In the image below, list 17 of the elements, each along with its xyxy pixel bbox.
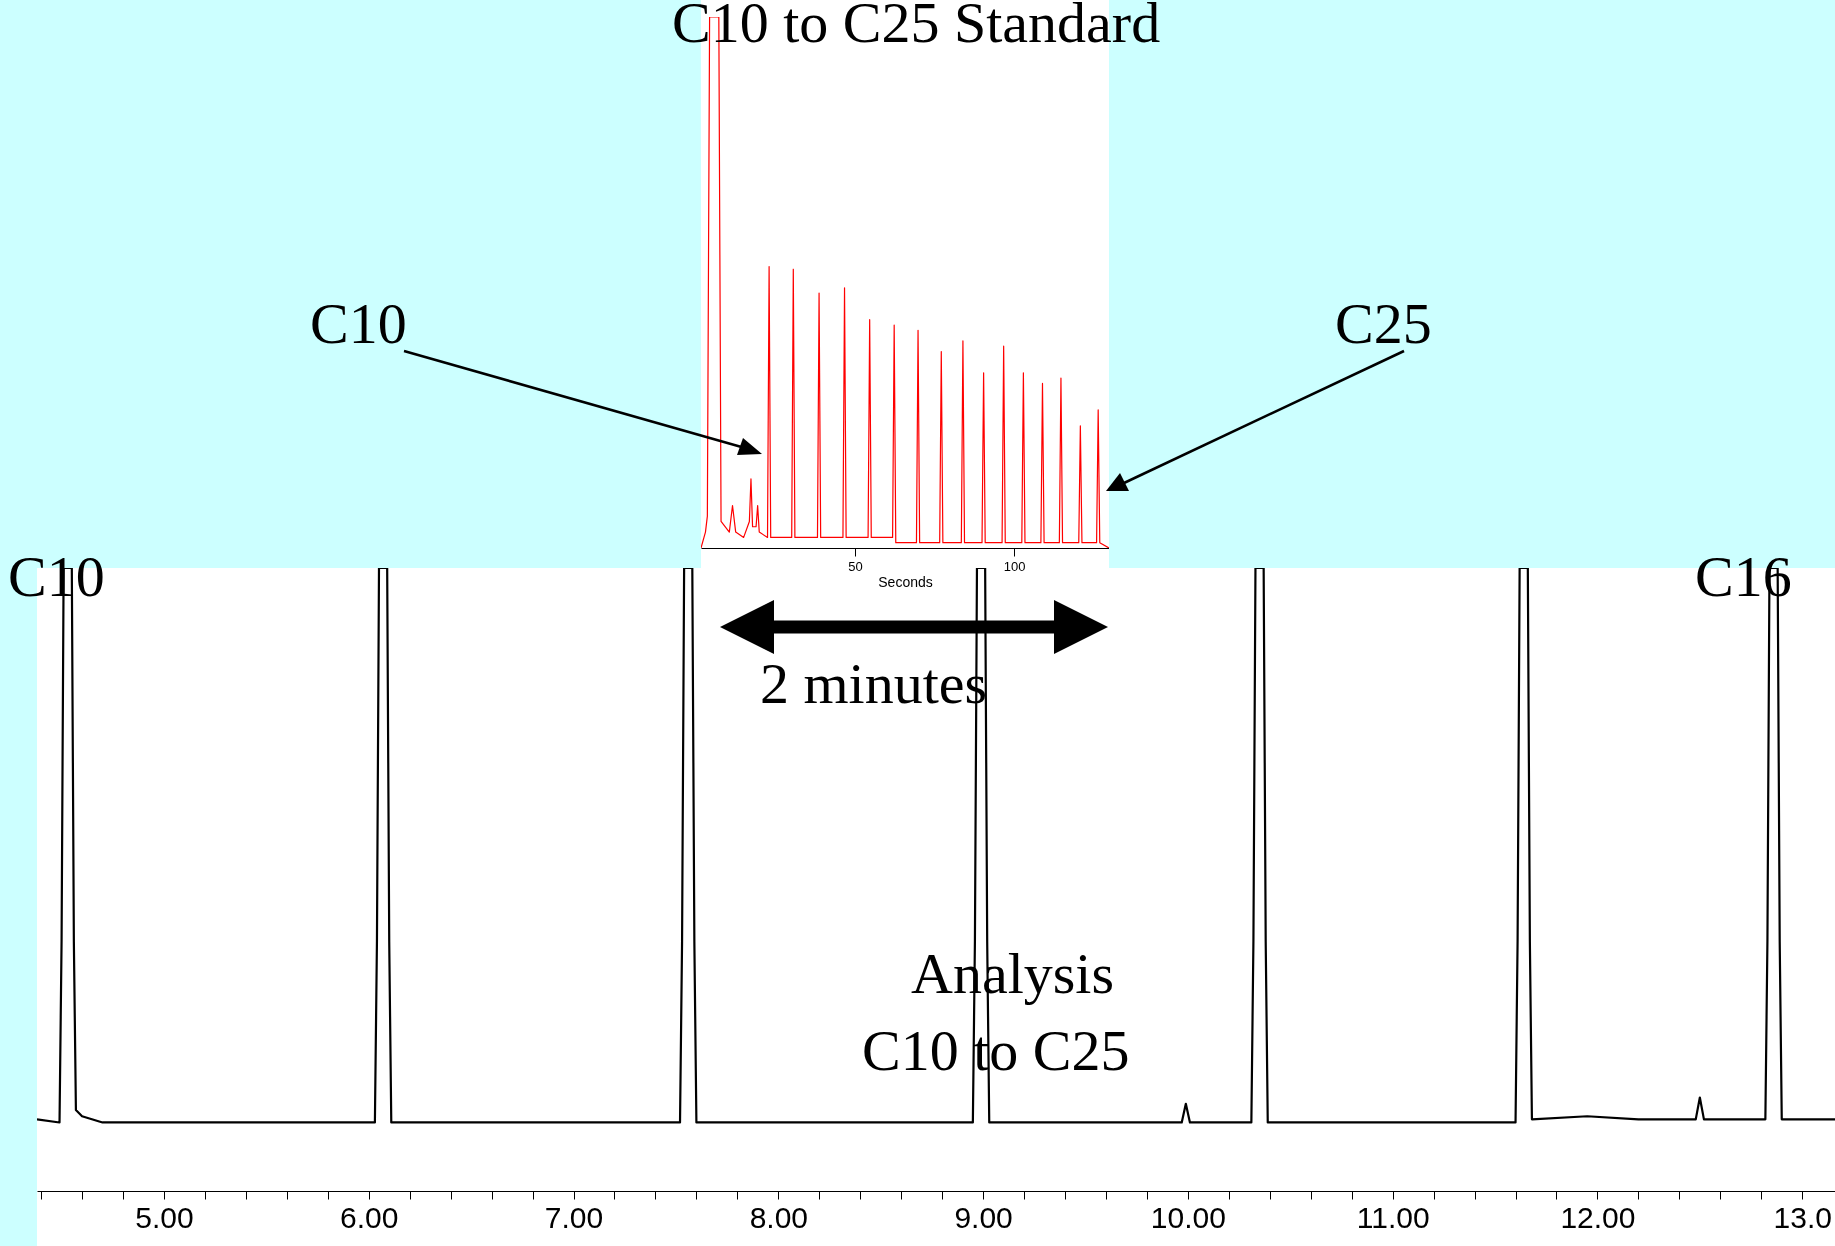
x-tick-label: 11.00 [1356,1200,1430,1234]
x-axis-title: Seconds [878,573,933,590]
x-tick-label: 8.00 [749,1200,809,1234]
x-tick-label: 10.00 [1150,1200,1226,1234]
x-tick-label: 50 [848,558,863,574]
x-tick-label: 100 [1003,558,1026,574]
annotation: C16 [1695,544,1792,609]
text: C10 [310,291,407,356]
x-tick-label: 12.00 [1560,1200,1636,1234]
chart-title: C10 to C25 Standard [672,0,1161,55]
x-tick-label: 5.00 [135,1200,194,1234]
x-tick-label: 7.00 [544,1200,604,1234]
x-tick-label: 9.00 [954,1200,1013,1234]
x-tick-label: 13.0 [1773,1200,1832,1234]
x-tick-label: 6.00 [340,1200,399,1234]
text: C25 [1335,291,1432,356]
annotation: C10 [8,544,105,609]
